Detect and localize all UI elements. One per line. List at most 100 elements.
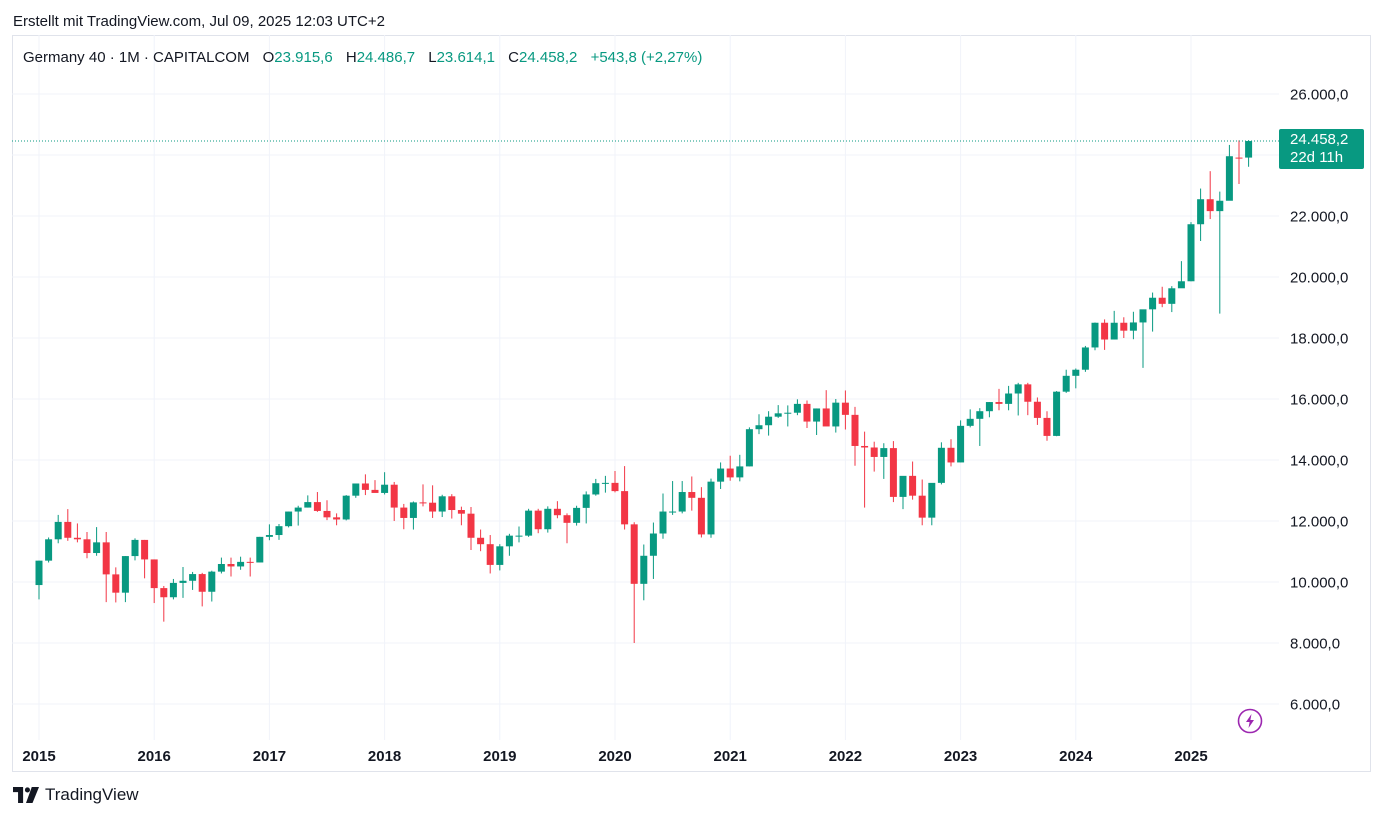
candle-body: [1062, 375, 1070, 392]
brand-footer[interactable]: TradingView: [13, 785, 139, 805]
candle: [1149, 292, 1157, 332]
candle: [745, 427, 753, 467]
candle: [957, 420, 965, 463]
candle: [928, 482, 936, 526]
brand-name: TradingView: [45, 785, 139, 804]
candle-body: [1168, 288, 1176, 304]
high-label: H: [345, 49, 357, 66]
candle-body: [774, 413, 782, 417]
candle-body: [822, 408, 830, 427]
candle-body: [832, 402, 840, 427]
candle-body: [1033, 401, 1041, 418]
candle-body: [361, 483, 369, 490]
candle-body: [899, 475, 907, 497]
candle-body: [755, 425, 763, 430]
candle-body: [985, 402, 993, 412]
candle-body: [1129, 322, 1137, 331]
candle: [208, 570, 216, 602]
candle-body: [112, 574, 120, 593]
candle-body: [563, 515, 571, 523]
candle-body: [592, 483, 600, 495]
candle: [649, 522, 657, 579]
candle-body: [275, 526, 283, 536]
candle-body: [995, 402, 1003, 404]
candle: [496, 544, 504, 571]
candle: [64, 509, 72, 541]
candle-body: [477, 537, 485, 545]
candle-body: [371, 489, 379, 493]
candle-body: [621, 491, 629, 525]
candle: [515, 526, 523, 543]
chart-pane[interactable]: [12, 35, 1371, 772]
candle: [477, 529, 485, 552]
candle-body: [1120, 322, 1128, 331]
candle: [1139, 309, 1147, 368]
change-value: +543,8 (+2,27%): [590, 49, 703, 66]
candle: [669, 481, 677, 515]
candle: [659, 493, 667, 539]
candle: [179, 567, 187, 598]
candle-body: [227, 564, 235, 567]
candle: [899, 475, 907, 510]
candle-body: [313, 502, 321, 511]
candle: [121, 556, 129, 603]
candle-body: [342, 495, 350, 520]
candle-body: [237, 561, 245, 567]
candle-body: [697, 497, 705, 535]
candle: [198, 572, 206, 607]
candle: [371, 480, 379, 493]
candle-body: [45, 539, 53, 561]
candle: [246, 557, 254, 577]
candle: [1033, 397, 1041, 425]
candle: [678, 481, 686, 514]
time-tick-label: 2021: [714, 748, 747, 765]
price-tick-label: 18.000,0: [1290, 331, 1348, 348]
candle-body: [141, 539, 149, 560]
candle: [294, 505, 302, 526]
candle-body: [54, 521, 62, 540]
candle-body: [736, 466, 744, 478]
candle: [1225, 144, 1233, 201]
candle-body: [294, 507, 302, 512]
candle: [813, 408, 821, 435]
candle: [1129, 311, 1137, 340]
candle-body: [457, 510, 465, 514]
price-tick-label: 6.000,0: [1290, 697, 1340, 714]
candle: [1245, 140, 1253, 167]
candle: [640, 544, 648, 601]
candle-body: [64, 521, 72, 538]
candle: [150, 559, 158, 604]
candle: [1177, 261, 1185, 289]
candle: [918, 479, 926, 526]
candle-body: [1091, 322, 1099, 348]
candle: [467, 506, 475, 550]
candle: [323, 500, 331, 521]
candle-body: [505, 535, 513, 547]
candle-body: [861, 445, 869, 448]
candle-body: [256, 536, 264, 563]
candle-body: [726, 468, 734, 478]
candle: [1043, 411, 1051, 441]
candle: [438, 494, 446, 518]
candle-body: [1158, 297, 1166, 304]
candle-body: [1110, 322, 1118, 340]
candle-body: [1139, 309, 1147, 323]
candle-body: [573, 507, 581, 523]
candle-body: [678, 492, 686, 512]
candle: [803, 400, 811, 428]
candle-body: [1235, 157, 1243, 159]
lightning-bolt-icon[interactable]: [1237, 708, 1263, 734]
candle-body: [419, 502, 427, 504]
candle-body: [525, 510, 533, 536]
candle-body: [1149, 297, 1157, 310]
time-tick-label: 2016: [138, 748, 171, 765]
candle-body: [381, 484, 389, 493]
candle: [861, 431, 869, 508]
candle-body: [841, 402, 849, 415]
candle-body: [467, 513, 475, 538]
candle-body: [160, 588, 168, 598]
candle-body: [659, 511, 667, 534]
candle-body: [150, 559, 158, 589]
candle-body: [937, 447, 945, 483]
